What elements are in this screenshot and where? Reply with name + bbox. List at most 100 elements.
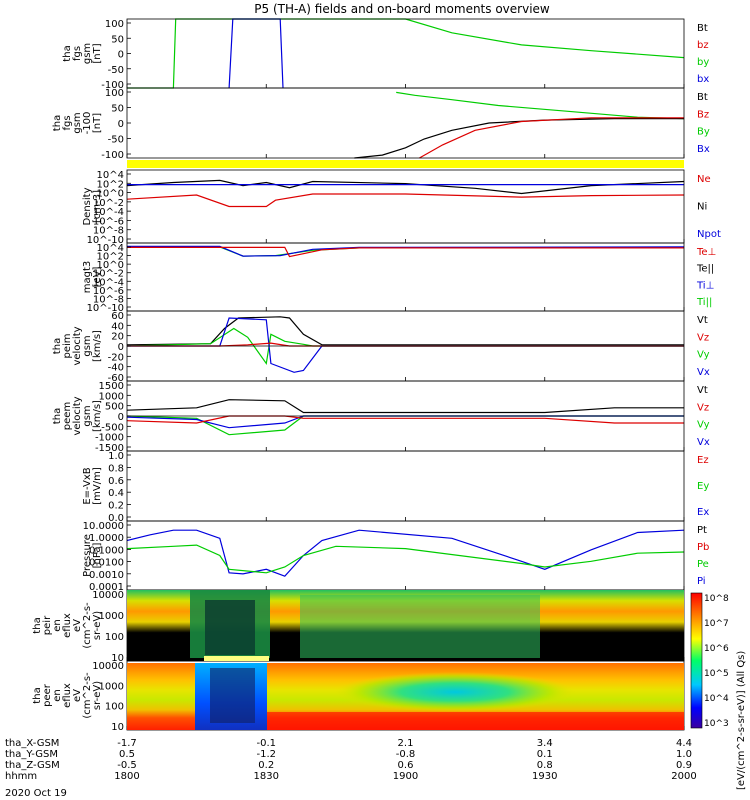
- series-fgs-by: [127, 18, 685, 89]
- series-peem-velocity-Vt: [126, 399, 684, 414]
- y-tick-label: 500: [105, 402, 124, 413]
- y-tick-label: 0.4: [108, 488, 124, 499]
- y-tick-label: 20: [111, 332, 124, 343]
- series-pressure-Pi: [126, 529, 685, 577]
- y-tick-label: 0.0010: [89, 570, 124, 581]
- legend-item-By: By: [697, 127, 710, 138]
- y-tick-label: 0.1000: [89, 545, 124, 556]
- ephemeris-label: hhmm: [5, 771, 37, 782]
- ephemeris-value: -0.5: [117, 760, 137, 771]
- y-tick-label: 10000: [92, 661, 124, 672]
- legend-item-bz: bz: [697, 40, 709, 51]
- legend-item-Pe: Pe: [697, 559, 709, 570]
- series-peim-velocity-Vt: [126, 316, 684, 346]
- y-axis-label: velocity: [72, 326, 83, 365]
- ephemeris-value: 3.4: [537, 738, 553, 749]
- y-tick-label: 10: [111, 653, 124, 664]
- ephemeris-value: 1930: [532, 771, 557, 782]
- ephemeris-value: 1900: [393, 771, 418, 782]
- y-axis-label: tha: [32, 617, 43, 633]
- y-tick-label: 100: [105, 88, 124, 99]
- y-tick-label: 100: [105, 702, 124, 713]
- ephemeris-value: 1830: [254, 771, 279, 782]
- ephemeris-value: -0.8: [396, 749, 416, 760]
- y-axis-label: peim: [62, 333, 73, 358]
- legend-item-Bz: Bz: [697, 109, 709, 120]
- y-tick-label: 1000: [99, 681, 124, 692]
- y-axis-label: eflux: [62, 613, 73, 638]
- legend-item-Ne: Ne: [697, 174, 711, 185]
- y-tick-label: 10^-2: [93, 269, 124, 280]
- panel-frame: [126, 18, 685, 89]
- y-tick-label: 0: [118, 50, 124, 61]
- y-axis-label: E=-VxB: [82, 467, 93, 504]
- y-tick-label: 1000: [99, 391, 124, 402]
- y-tick-label: 10^-4: [93, 277, 124, 288]
- y-tick-label: 10^-2: [93, 198, 124, 209]
- date-label: 2020 Oct 19: [5, 788, 67, 799]
- ephemeris-value: -0.1: [256, 738, 276, 749]
- ephemeris-table: tha_X-GSM -1.7 -0.1 2.1 3.4 4.4 tha_Y-GSM 0.5 -1…: [5, 738, 697, 782]
- colorbar-tick-label: 10^4: [704, 694, 729, 704]
- y-tick-label: 10^-10: [87, 235, 124, 246]
- y-axis-label: en: [52, 689, 63, 702]
- panel-efield: 1.00.8 0.60.4 0.20.0 E=-VxB [mV/m] Ez Ey Ex: [82, 450, 709, 524]
- y-axis-label: peem: [62, 402, 73, 430]
- y-tick-label: 1.0000: [89, 533, 124, 544]
- legend-item-Ey: Ey: [697, 481, 709, 492]
- y-tick-label: -40: [108, 363, 124, 374]
- legend-item-Vy: Vy: [697, 420, 710, 431]
- legend-item-Pt: Pt: [697, 525, 707, 536]
- y-tick-label: 10^0: [97, 260, 124, 271]
- series-density-Ni: [126, 179, 685, 195]
- legend-item-Npot: Npot: [697, 229, 721, 240]
- legend-item-Vx: Vx: [697, 437, 710, 448]
- y-axis-label: gsm: [82, 335, 93, 356]
- panel-density: 10^410^210^010^-210^-410^-610^-810^-10 De…: [82, 169, 721, 246]
- peir-spectrogram: [127, 590, 684, 661]
- y-tick-label: 0.0100: [89, 558, 124, 569]
- series-peim-velocity-Vx: [127, 317, 684, 373]
- y-tick-label: -100: [101, 80, 124, 91]
- y-axis-label: tha: [32, 687, 43, 703]
- y-tick-label: 0: [118, 119, 124, 130]
- legend-item-Te||: Te||: [696, 264, 714, 275]
- y-tick-label: 10^-4: [93, 207, 124, 218]
- y-tick-label: -100: [101, 150, 124, 161]
- series-peem-velocity-Vz: [126, 415, 684, 424]
- series-moment-temp-Te⊥: [127, 246, 684, 258]
- y-tick-label: 0: [118, 342, 124, 353]
- quality-flag-bar: [127, 160, 684, 168]
- peer-spectrogram: [127, 663, 684, 730]
- y-axis-label: eV: [72, 619, 83, 632]
- y-tick-label: 10^2: [97, 179, 124, 190]
- y-tick-label: -1500: [95, 443, 124, 454]
- y-axis-label: magt3: [82, 261, 93, 294]
- panel-frame: [126, 242, 685, 312]
- legend-item-Vx: Vx: [697, 367, 710, 378]
- ephemeris-value: 0.1: [537, 749, 553, 760]
- y-tick-label: 50: [111, 34, 124, 45]
- series-fgs-lo-By: [396, 91, 685, 120]
- y-axis-label: gsm: [72, 112, 83, 133]
- y-tick-label: 10^4: [97, 170, 124, 181]
- legend-item-Ex: Ex: [697, 507, 709, 518]
- legend-item-Vt: Vt: [697, 315, 708, 326]
- y-tick-label: 1500: [99, 381, 124, 392]
- y-axis-label: en: [52, 619, 63, 632]
- y-tick-label: -60: [108, 373, 124, 384]
- ephemeris-value: -1.7: [117, 738, 137, 749]
- colorbar-tick-label: 10^7: [704, 619, 729, 629]
- legend-item-Vt: Vt: [697, 385, 708, 396]
- figure-title: P5 (TH-A) fields and on-board moments ov…: [254, 2, 550, 16]
- y-tick-label: 60: [111, 311, 124, 322]
- y-tick-label: -20: [108, 352, 124, 363]
- y-axis-label: tha: [52, 338, 63, 354]
- y-axis-label: [mV/m]: [92, 467, 103, 505]
- series-fgs-lo-Bz: [419, 117, 684, 159]
- y-tick-label: 10^-6: [93, 216, 124, 227]
